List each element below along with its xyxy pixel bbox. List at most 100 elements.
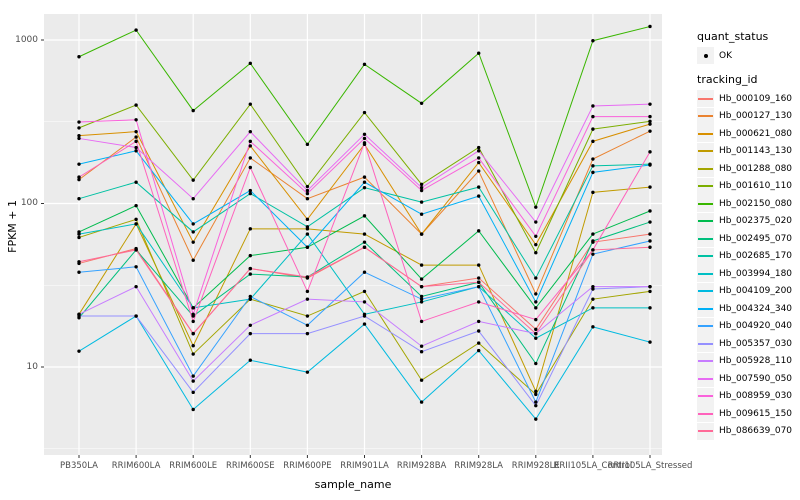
data-point	[362, 175, 367, 179]
x-tick-label-RRIM928LE: RRIM928LE	[511, 461, 560, 471]
legend-key-box	[697, 335, 714, 352]
data-point	[248, 323, 252, 327]
data-point	[134, 129, 138, 134]
data-point	[534, 234, 538, 239]
data-point	[134, 222, 138, 226]
data-point	[305, 142, 310, 147]
data-point	[362, 300, 367, 304]
data-point	[362, 322, 367, 326]
data-point	[419, 297, 424, 301]
data-point	[648, 239, 652, 243]
data-point	[591, 232, 595, 236]
data-point	[477, 169, 481, 173]
legend-key-box	[697, 90, 714, 107]
data-point	[305, 188, 310, 193]
data-point	[648, 122, 652, 126]
legend-item-Hb_001288_080: Hb_001288_080	[697, 160, 792, 177]
data-point	[134, 149, 138, 153]
data-point	[305, 370, 310, 374]
data-point	[305, 191, 310, 196]
data-point	[362, 245, 367, 249]
data-point	[419, 188, 424, 193]
data-point	[534, 336, 538, 340]
data-point	[534, 417, 538, 421]
data-point	[362, 289, 367, 294]
data-point	[534, 306, 538, 310]
legend-item-quant-ok: OK	[697, 47, 732, 64]
x-tick-label-RRIM600LA: RRIM600LA	[111, 461, 161, 471]
data-point	[648, 340, 652, 344]
data-point	[419, 300, 424, 304]
data-point	[477, 149, 481, 153]
data-point	[591, 239, 595, 243]
legend-item-Hb_003994_180: Hb_003994_180	[697, 265, 792, 282]
data-point	[134, 135, 138, 139]
data-point	[77, 126, 81, 130]
data-point	[305, 331, 310, 336]
legend-key-box	[697, 352, 714, 370]
data-point	[248, 102, 252, 106]
data-point	[591, 170, 595, 175]
data-point	[134, 265, 138, 269]
data-point	[191, 230, 195, 234]
legend-key-box	[697, 125, 714, 142]
data-point	[134, 103, 138, 107]
data-point	[191, 319, 195, 324]
legend-item-Hb_002495_070: Hb_002495_070	[697, 230, 792, 247]
legend-item-label: Hb_002150_080	[719, 198, 793, 209]
data-point	[477, 51, 481, 55]
legend-key-box	[697, 177, 714, 195]
data-point	[419, 284, 424, 289]
data-point	[77, 312, 81, 317]
data-point	[77, 175, 81, 179]
legend-key-box	[697, 387, 714, 405]
data-point	[648, 232, 652, 236]
data-point	[134, 284, 138, 289]
data-point	[648, 163, 652, 167]
legend-key-box	[697, 282, 714, 300]
data-point	[419, 232, 424, 236]
legend-key-box	[697, 370, 714, 387]
legend-key-box	[697, 317, 714, 335]
legend-key-box	[697, 47, 714, 64]
data-point	[419, 185, 424, 190]
data-point	[534, 361, 538, 366]
data-point	[534, 276, 538, 280]
data-point	[419, 200, 424, 204]
legend-line-swatch	[698, 220, 713, 222]
legend-line-swatch	[698, 150, 713, 152]
data-point	[305, 275, 310, 279]
data-point	[191, 379, 195, 383]
legend-item-Hb_007590_050: Hb_007590_050	[697, 370, 792, 387]
data-point	[477, 160, 481, 165]
data-point	[191, 258, 195, 262]
legend-item-label: Hb_003994_180	[719, 268, 793, 279]
data-point	[591, 306, 595, 310]
data-point	[191, 178, 195, 182]
legend-item-Hb_000109_160: Hb_000109_160	[697, 90, 792, 107]
data-point	[248, 165, 252, 170]
data-point	[419, 263, 424, 267]
data-point	[591, 252, 595, 256]
data-point	[305, 225, 310, 229]
legend-item-label: OK	[719, 50, 732, 61]
legend-item-label: Hb_086639_070	[719, 426, 793, 436]
data-point	[534, 205, 538, 209]
y-tick-label: 100	[20, 198, 38, 208]
legend-item-Hb_001610_110: Hb_001610_110	[697, 177, 792, 195]
legend-item-Hb_000127_130: Hb_000127_130	[697, 107, 792, 125]
data-point	[648, 102, 652, 106]
legend-line-swatch	[698, 185, 713, 187]
data-point	[77, 55, 81, 59]
x-axis-title: sample_name	[314, 478, 392, 491]
data-point	[362, 185, 367, 190]
legend-item-label: Hb_000109_160	[719, 93, 793, 104]
data-point	[134, 139, 138, 144]
data-point	[419, 344, 424, 348]
data-point	[648, 245, 652, 249]
legend-item-label: Hb_004920_040	[719, 321, 793, 331]
data-point	[534, 251, 538, 255]
data-point	[191, 374, 195, 378]
data-point	[477, 280, 481, 284]
x-tick-label-RRIM600LE: RRIM600LE	[169, 461, 218, 471]
